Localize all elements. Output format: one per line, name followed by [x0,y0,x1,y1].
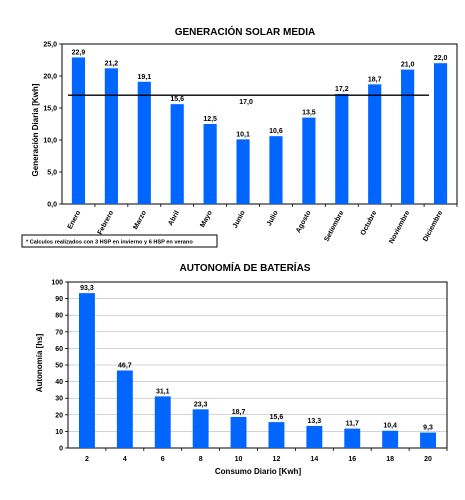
x-tick-label: 12 [273,456,281,463]
y-tick-label: 5,0 [47,170,57,177]
x-tick-label: Junio [232,210,247,230]
data-label: 9,3 [423,425,433,432]
x-tick-label: Diciembre [422,210,444,243]
x-tick-label: Julio [266,210,280,228]
data-label: 10,4 [383,423,397,430]
y-tick-label: 40 [55,379,63,386]
battery-chart-title: AUTONOMÍA DE BATERÍAS [180,261,311,274]
data-label: 15,6 [270,414,284,421]
x-tick-label: Enero [67,210,82,231]
solar-plot-frame [61,43,458,205]
y-tick-label: 15,0 [43,106,57,113]
y-tick-label: 70 [55,329,63,336]
solar-note: * Calculos realizados con 3 HSP en invie… [26,240,193,246]
y-tick-label: 90 [55,296,63,303]
y-tick-label: 10,0 [43,138,57,145]
solar-y-axis-title: Generación Diaria [Kwh] [31,83,40,176]
data-label: 46,7 [118,362,132,369]
data-label: 18,7 [368,76,382,83]
bar-16 [344,428,361,448]
bar-enero [71,57,86,204]
x-tick-label: 2 [85,456,89,463]
bar-2 [78,293,95,448]
data-label: 13,3 [308,418,322,425]
battery-chart: AUTONOMÍA DE BATERÍAS Autonomía [hs] 0 10… [35,261,448,476]
bar-febrero [104,68,118,204]
data-label: 11,7 [346,421,359,428]
x-tick-label: 8 [199,456,203,463]
y-tick-label: 60 [55,346,63,353]
battery-y-axis-title: Autonomía [hs] [35,333,44,392]
bar-10 [230,416,247,448]
x-tick-label: 4 [123,456,127,463]
solar-chart-title: GENERACIÓN SOLAR MEDIA [175,25,316,38]
x-tick-label: Octubre [360,210,379,237]
data-label: 17,2 [335,86,349,93]
y-tick-label: 80 [55,313,63,320]
data-label: 23,3 [194,401,208,408]
y-tick-label: 100 [51,280,63,287]
solar-note-box [21,234,218,248]
x-tick-label: 14 [310,456,318,463]
y-tick-label: 30 [55,396,63,403]
bar-mayo [203,124,217,204]
battery-x-axis-title: Consumo Diario [Kwh] [215,467,302,476]
bar-14 [306,425,323,448]
y-tick-label: 20,0 [43,74,57,81]
x-tick-label: 18 [386,456,394,463]
bar-6 [154,396,171,448]
x-tick-label: Agosto [295,210,312,235]
y-tick-label: 0 [59,446,63,453]
data-label: 13,5 [302,110,316,117]
data-label: 93,3 [80,285,94,292]
bar-8 [192,409,209,448]
data-label: 10,6 [269,128,283,135]
y-tick-label: 50 [55,363,63,370]
bar-marzo [137,81,151,204]
bar-agosto [302,117,316,204]
bar-20 [420,432,437,448]
x-tick-label: 16 [348,456,356,463]
data-label: 15,6 [170,96,184,103]
bar-julio [269,136,283,204]
solar-chart: GENERACIÓN SOLAR MEDIA Generación Diaria… [21,25,458,248]
data-label: 22,9 [72,49,86,56]
data-label: 22,0 [434,55,448,62]
bar-octubre [368,84,382,204]
data-label: 18,7 [232,409,246,416]
data-label: 21,2 [105,60,119,67]
data-label: 12,5 [203,116,217,123]
bar-junio [236,139,250,204]
y-tick-label: 10 [55,429,63,436]
x-tick-label: Setiembre [323,210,345,243]
y-tick-label: 25,0 [43,42,57,49]
data-label: 31,1 [156,388,170,395]
bar-abril [170,104,184,204]
bar-diciembre [433,63,448,205]
bar-12 [268,422,285,448]
bar-18 [382,430,399,448]
x-tick-label: Abril [167,210,181,227]
x-tick-label: 10 [235,456,243,463]
x-tick-label: Febrero [97,210,115,236]
data-label: 21,0 [401,62,415,69]
reference-line-label: 17,0 [239,99,253,106]
data-label: 19,1 [137,74,151,81]
bar-setiembre [335,93,349,204]
x-tick-label: 20 [424,456,432,463]
bar-4 [116,370,133,448]
x-tick-label: Marzo [132,210,148,231]
y-tick-label: 20 [55,412,63,419]
x-tick-label: Noviembre [388,210,411,245]
bar-noviembre [401,69,415,204]
x-tick-label: Mayo [199,210,214,229]
data-label: 10,1 [236,131,250,138]
y-tick-label: 0,0 [47,202,57,209]
x-tick-label: 6 [161,456,165,463]
